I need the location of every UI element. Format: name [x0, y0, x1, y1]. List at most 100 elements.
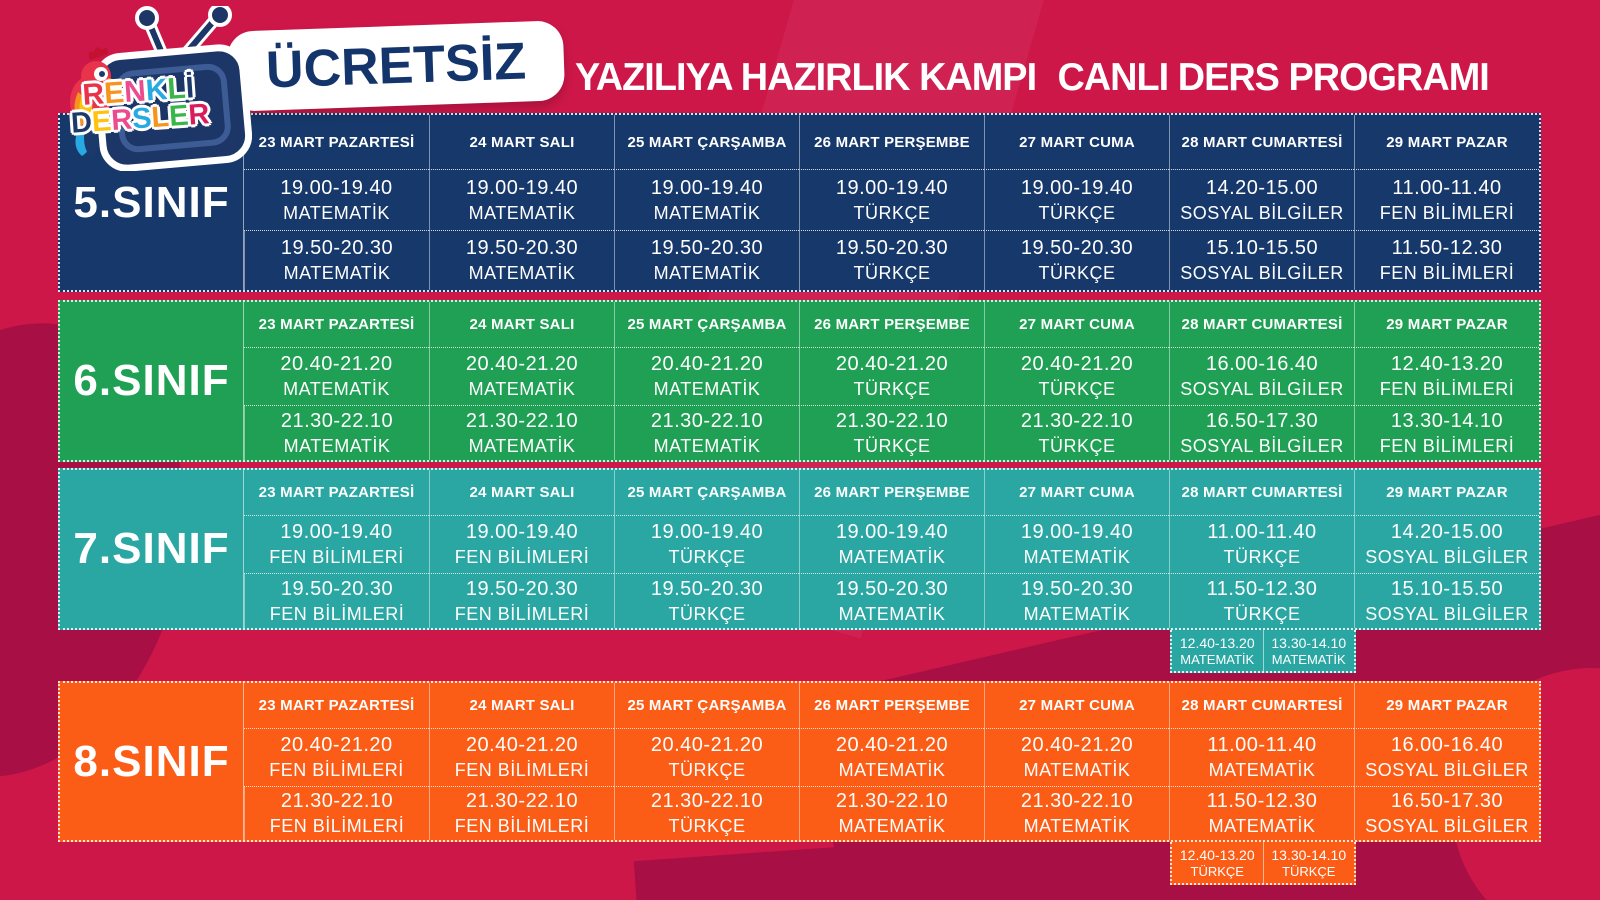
lesson-subject: SOSYAL BİLGİLER	[1365, 816, 1529, 836]
lesson-cell: 12.40-13.20 FEN BİLİMLERİ	[1354, 348, 1539, 406]
day-header: 28 MART CUMARTESİ	[1169, 683, 1354, 729]
lesson-time: 20.40-21.20	[280, 734, 393, 756]
lesson-subject: FEN BİLİMLERİ	[454, 603, 590, 624]
lesson-time: 21.30-22.10	[1020, 409, 1134, 432]
lesson-time: 11.50-12.30	[1206, 790, 1318, 812]
extra-lesson-cell: 13.30-14.10 MATEMATİK	[1262, 630, 1355, 671]
day-header: 27 MART CUMA	[984, 683, 1169, 729]
lesson-cell: 16.50-17.30 SOSYAL BİLGİLER	[1354, 787, 1539, 840]
lesson-time: 19.00-19.40	[650, 521, 764, 543]
lesson-time: 12.40-13.20	[1390, 353, 1504, 375]
lesson-cell: 21.30-22.10 FEN BİLİMLERİ	[429, 787, 614, 840]
lesson-time: 20.40-21.20	[650, 353, 764, 375]
lesson-subject: MATEMATİK	[1023, 816, 1131, 836]
lesson-cell: 19.00-19.40 TÜRKÇE	[984, 170, 1169, 231]
day-header: 27 MART CUMA	[984, 115, 1169, 170]
lesson-cell: 19.00-19.40 MATEMATİK	[984, 516, 1169, 574]
lesson-cell: 19.50-20.30 TÜRKÇE	[614, 574, 799, 628]
lesson-subject: SOSYAL BİLGİLER	[1180, 379, 1344, 399]
lesson-cell: 19.50-20.30 MATEMATİK	[799, 574, 984, 628]
lesson-time: 21.30-22.10	[1020, 790, 1134, 812]
schedule-table-8-sinif: 8.SINIF 23 MART PAZARTESİ 24 MART SALI 25 M…	[58, 681, 1541, 842]
day-header: 26 MART PERŞEMBE	[799, 683, 984, 729]
lesson-subject: FEN BİLİMLERİ	[454, 816, 590, 836]
saturday-extra-row-7-sinif: 12.40-13.20 MATEMATİK 13.30-14.10 MATEMATİK	[1170, 630, 1356, 673]
lesson-cell: 19.00-19.40 MATEMATİK	[244, 170, 429, 231]
lesson-time: 12.40-13.20	[1179, 846, 1255, 863]
schedule-table-6-sinif: 6.SINIF 23 MART PAZARTESİ 24 MART SALI 25 M…	[58, 300, 1541, 462]
lesson-cell: 14.20-15.00 SOSYAL BİLGİLER	[1169, 170, 1354, 231]
lesson-cell: 16.00-16.40 SOSYAL BİLGİLER	[1354, 729, 1539, 787]
lesson-time: 20.40-21.20	[280, 353, 393, 375]
lesson-time: 20.40-21.20	[1020, 734, 1134, 756]
lesson-cell: 21.30-22.10 FEN BİLİMLERİ	[244, 787, 429, 840]
lesson-subject: MATEMATİK	[838, 816, 946, 836]
lesson-subject: MATEMATİK	[1271, 651, 1346, 667]
lesson-cell: 20.40-21.20 MATEMATİK	[984, 729, 1169, 787]
lesson-time: 19.00-19.40	[835, 176, 949, 199]
lesson-subject: TÜRKÇE	[668, 603, 746, 624]
lesson-subject: TÜRKÇE	[1038, 435, 1116, 456]
day-header: 24 MART SALI	[429, 470, 614, 516]
lesson-subject: FEN BİLİMLERİ	[1379, 202, 1515, 223]
day-header: 29 MART PAZAR	[1354, 470, 1539, 516]
lesson-subject: MATEMATİK	[838, 603, 946, 624]
free-badge-label: ÜCRETSİZ	[265, 32, 527, 100]
lesson-subject: MATEMATİK	[468, 435, 576, 456]
lesson-time: 19.00-19.40	[465, 176, 579, 199]
lesson-subject: MATEMATİK	[653, 263, 761, 283]
lesson-time: 19.50-20.30	[465, 237, 579, 259]
lesson-time: 14.20-15.00	[1205, 176, 1319, 199]
lesson-cell: 11.50-12.30 TÜRKÇE	[1169, 574, 1354, 628]
lesson-cell: 20.40-21.20 TÜRKÇE	[799, 348, 984, 406]
day-header: 27 MART CUMA	[984, 302, 1169, 348]
day-header: 29 MART PAZAR	[1354, 683, 1539, 729]
lesson-time: 19.50-20.30	[650, 237, 764, 259]
lesson-time: 21.30-22.10	[835, 790, 949, 812]
lesson-time: 15.10-15.50	[1205, 237, 1319, 259]
lesson-cell: 19.00-19.40 TÜRKÇE	[614, 516, 799, 574]
tv-icon	[70, 6, 252, 171]
saturday-extra-row-8-sinif: 12.40-13.20 TÜRKÇE 13.30-14.10 TÜRKÇE	[1170, 842, 1356, 885]
extra-lesson-cell: 13.30-14.10 TÜRKÇE	[1262, 842, 1355, 883]
lesson-time: 13.30-14.10	[1271, 846, 1347, 863]
lesson-subject: TÜRKÇE	[1038, 263, 1116, 283]
lesson-cell: 21.30-22.10 MATEMATİK	[614, 406, 799, 460]
lesson-subject: TÜRKÇE	[1223, 547, 1301, 567]
day-header: 23 MART PAZARTESİ	[244, 683, 429, 729]
grade-label: 7.SINIF	[60, 470, 244, 628]
day-header: 25 MART ÇARŞAMBA	[614, 470, 799, 516]
title-part-2: CANLI DERS PROGRAMI	[1057, 56, 1489, 99]
lesson-time: 13.30-14.10	[1271, 634, 1347, 651]
day-header: 26 MART PERŞEMBE	[799, 470, 984, 516]
grade-label: 6.SINIF	[60, 302, 244, 460]
title-part-1: YAZILIYA HAZIRLIK KAMPI	[575, 56, 1037, 99]
logo-wordmark: RENKLİ DERSLER	[68, 71, 211, 139]
lesson-cell: 16.00-16.40 SOSYAL BİLGİLER	[1169, 348, 1354, 406]
lesson-subject: MATEMATİK	[653, 435, 761, 456]
lesson-subject: MATEMATİK	[1023, 547, 1131, 567]
lesson-time: 19.50-20.30	[280, 577, 394, 600]
lesson-subject: MATEMATİK	[283, 379, 390, 399]
lesson-subject: MATEMATİK	[1023, 760, 1131, 780]
lesson-time: 19.50-20.30	[835, 577, 949, 600]
lesson-subject: TÜRKÇE	[668, 760, 746, 780]
day-header: 25 MART ÇARŞAMBA	[614, 683, 799, 729]
lesson-cell: 11.00-11.40 TÜRKÇE	[1169, 516, 1354, 574]
lesson-time: 11.50-12.30	[1391, 237, 1503, 259]
lesson-cell: 19.00-19.40 FEN BİLİMLERİ	[429, 516, 614, 574]
grade-label: 5.SINIF	[60, 115, 244, 290]
lesson-subject: TÜRKÇE	[668, 547, 746, 567]
lesson-time: 19.50-20.30	[280, 237, 394, 259]
day-header: 27 MART CUMA	[984, 470, 1169, 516]
lesson-time: 20.40-21.20	[465, 734, 579, 756]
schedule-table-7-sinif: 7.SINIF 23 MART PAZARTESİ 24 MART SALI 25 M…	[58, 468, 1541, 630]
lesson-subject: FEN BİLİMLERİ	[269, 816, 405, 836]
lesson-cell: 20.40-21.20 MATEMATİK	[244, 348, 429, 406]
day-header: 26 MART PERŞEMBE	[799, 302, 984, 348]
logo-letter: R	[187, 97, 211, 132]
lesson-time: 21.30-22.10	[280, 790, 394, 812]
lesson-subject: TÜRKÇE	[668, 816, 746, 836]
lesson-subject: MATEMATİK	[1180, 651, 1255, 667]
day-header: 28 MART CUMARTESİ	[1169, 115, 1354, 170]
